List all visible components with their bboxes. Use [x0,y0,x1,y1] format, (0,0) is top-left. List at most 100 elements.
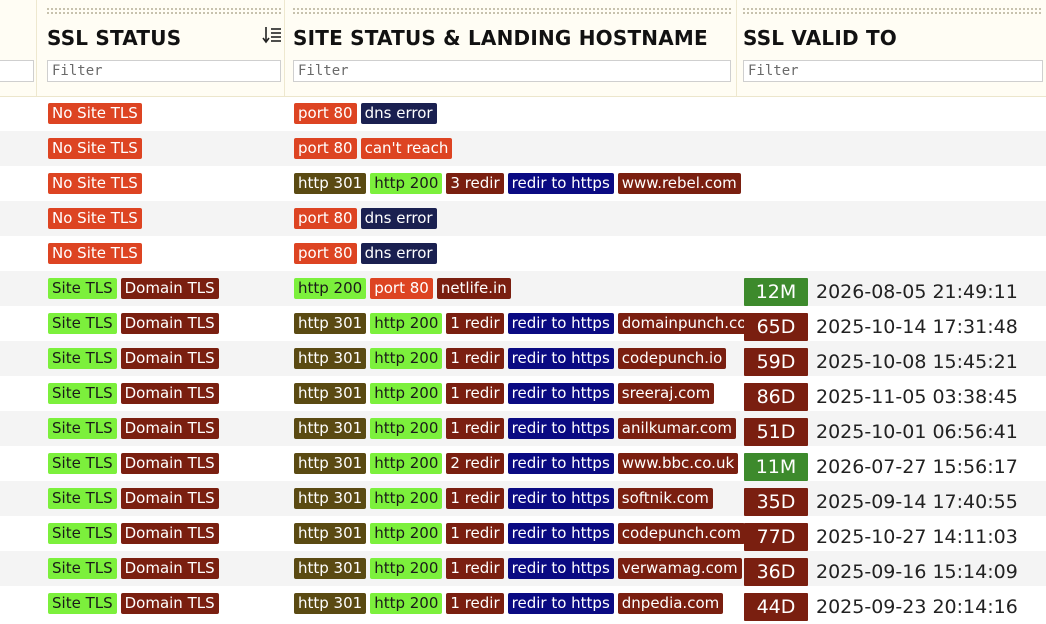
filter-input-partial[interactable] [0,60,34,82]
table-row[interactable]: Site TLS Domain TLS http 301 http 200 1 redi… [0,411,1046,446]
site-status-badge: http 301 [294,558,367,579]
table-row[interactable]: No Site TLS http 301 http 200 3 redir redir … [0,166,1046,201]
ssl-status-badge: Domain TLS [120,313,219,334]
column-divider[interactable] [736,0,737,96]
site-status-badge: redir to https [507,348,614,369]
table-row[interactable]: Site TLS Domain TLS http 200 port 80 netlife… [0,271,1046,306]
ssl-status-badge: Site TLS [48,278,117,299]
ssl-valid-to-date: 2025-09-16 15:14:09 [816,560,1018,583]
expiry-remaining-badge: 51D [744,417,808,446]
ssl-valid-to-date: 2025-10-08 15:45:21 [816,350,1018,373]
drag-handle-ssl-status[interactable] [46,7,282,15]
site-status-badge: port 80 [294,103,357,124]
site-status-cell: http 301 http 200 1 redir redir to https dom… [294,306,769,341]
site-status-cell: http 301 http 200 2 redir redir to https www… [294,446,742,481]
ssl-status-badge: No Site TLS [48,208,142,229]
site-status-badge: sreeraj.com [617,383,715,404]
site-status-badge: codepunch.io [617,348,727,369]
ssl-status-cell: Site TLS Domain TLS [48,306,223,341]
table-row[interactable]: Site TLS Domain TLS http 301 http 200 1 redi… [0,586,1046,621]
site-status-badge: http 301 [294,348,367,369]
site-status-badge: dnpedia.com [617,593,724,614]
site-status-badge: http 200 [370,593,443,614]
site-status-cell: http 301 http 200 1 redir redir to https sof… [294,481,717,516]
ssl-valid-to-cell: 12M 2026-08-05 21:49:11 [744,274,1018,309]
ssl-status-cell: Site TLS Domain TLS [48,516,223,551]
site-status-badge: 1 redir [446,418,504,439]
drag-handle-site-status[interactable] [292,7,732,15]
ssl-valid-to-date: 2026-07-27 15:56:17 [816,455,1018,478]
site-status-badge: softnik.com [617,488,713,509]
table-row[interactable]: Site TLS Domain TLS http 301 http 200 1 redi… [0,481,1046,516]
ssl-status-badge: Site TLS [48,558,117,579]
ssl-valid-to-date: 2025-09-23 20:14:16 [816,595,1018,618]
site-status-badge: http 200 [370,453,443,474]
ssl-valid-to-cell: 36D 2025-09-16 15:14:09 [744,554,1018,589]
site-status-badge: verwamag.com [617,558,742,579]
ssl-valid-to-cell: 59D 2025-10-08 15:45:21 [744,344,1018,379]
site-status-badge: 1 redir [446,523,504,544]
site-status-badge: redir to https [507,593,614,614]
filter-input-ssl-status[interactable] [47,60,281,82]
column-header-site-status[interactable]: SITE STATUS & LANDING HOSTNAME [293,26,708,50]
site-status-badge: http 301 [294,593,367,614]
ssl-status-badge: Domain TLS [120,523,219,544]
site-status-badge: http 301 [294,523,367,544]
site-status-badge: domainpunch.com [617,313,766,334]
ssl-status-badge: Site TLS [48,383,117,404]
site-status-badge: www.bbc.co.uk [617,453,739,474]
site-status-badge: http 200 [370,418,443,439]
sort-descending-icon[interactable] [262,26,282,44]
filter-input-site-status[interactable] [293,60,731,82]
table-row[interactable]: No Site TLS port 80 dns error [0,201,1046,236]
site-status-badge: dns error [360,243,437,264]
site-status-badge: 2 redir [446,453,504,474]
site-status-badge: 1 redir [446,313,504,334]
site-status-badge: dns error [360,103,437,124]
drag-handle-ssl-valid-to[interactable] [742,7,1042,15]
site-status-cell: http 301 http 200 1 redir redir to https cod… [294,341,730,376]
column-header-ssl-valid-to[interactable]: SSL VALID TO [743,26,898,50]
filter-input-ssl-valid-to[interactable] [743,60,1043,82]
table-row[interactable]: Site TLS Domain TLS http 301 http 200 1 redi… [0,341,1046,376]
expiry-remaining-badge: 65D [744,312,808,341]
column-header-ssl-status[interactable]: SSL STATUS [47,26,182,50]
site-status-badge: redir to https [507,558,614,579]
ssl-status-cell: Site TLS Domain TLS [48,481,223,516]
site-status-badge: redir to https [507,173,614,194]
table-row[interactable]: No Site TLS port 80 dns error [0,236,1046,271]
ssl-status-badge: Site TLS [48,348,117,369]
ssl-status-badge: Domain TLS [120,348,219,369]
table-row[interactable]: No Site TLS port 80 can't reach [0,131,1046,166]
site-status-badge: http 301 [294,453,367,474]
site-status-badge: redir to https [507,383,614,404]
site-status-badge: http 200 [370,523,443,544]
ssl-status-cell: No Site TLS [48,131,146,166]
site-status-cell: http 301 http 200 1 redir redir to https ani… [294,411,740,446]
site-status-cell: http 200 port 80 netlife.in [294,271,515,306]
table-row[interactable]: Site TLS Domain TLS http 301 http 200 1 redi… [0,306,1046,341]
table-row[interactable]: Site TLS Domain TLS http 301 http 200 1 redi… [0,516,1046,551]
ssl-status-badge: Domain TLS [120,558,219,579]
site-status-cell: port 80 dns error [294,201,441,236]
ssl-status-cell: Site TLS Domain TLS [48,551,223,586]
table-row[interactable]: Site TLS Domain TLS http 301 http 200 1 redi… [0,376,1046,411]
column-divider[interactable] [36,0,37,96]
site-status-badge: 1 redir [446,593,504,614]
table-row[interactable]: Site TLS Domain TLS http 301 http 200 2 redi… [0,446,1046,481]
column-divider[interactable] [284,0,285,96]
ssl-valid-to-date: 2025-10-01 06:56:41 [816,420,1018,443]
ssl-status-badge: Domain TLS [120,383,219,404]
ssl-status-badge: Site TLS [48,418,117,439]
table-row[interactable]: Site TLS Domain TLS http 301 http 200 1 redi… [0,551,1046,586]
site-status-cell: port 80 dns error [294,236,441,271]
site-status-badge: http 200 [370,488,443,509]
site-status-badge: http 200 [370,313,443,334]
ssl-status-badge: Site TLS [48,523,117,544]
site-status-badge: http 200 [370,558,443,579]
expiry-remaining-badge: 35D [744,487,808,516]
site-status-cell: http 301 http 200 1 redir redir to https dnp… [294,586,727,621]
site-status-badge: redir to https [507,418,614,439]
site-status-badge: dns error [360,208,437,229]
table-row[interactable]: No Site TLS port 80 dns error [0,96,1046,131]
